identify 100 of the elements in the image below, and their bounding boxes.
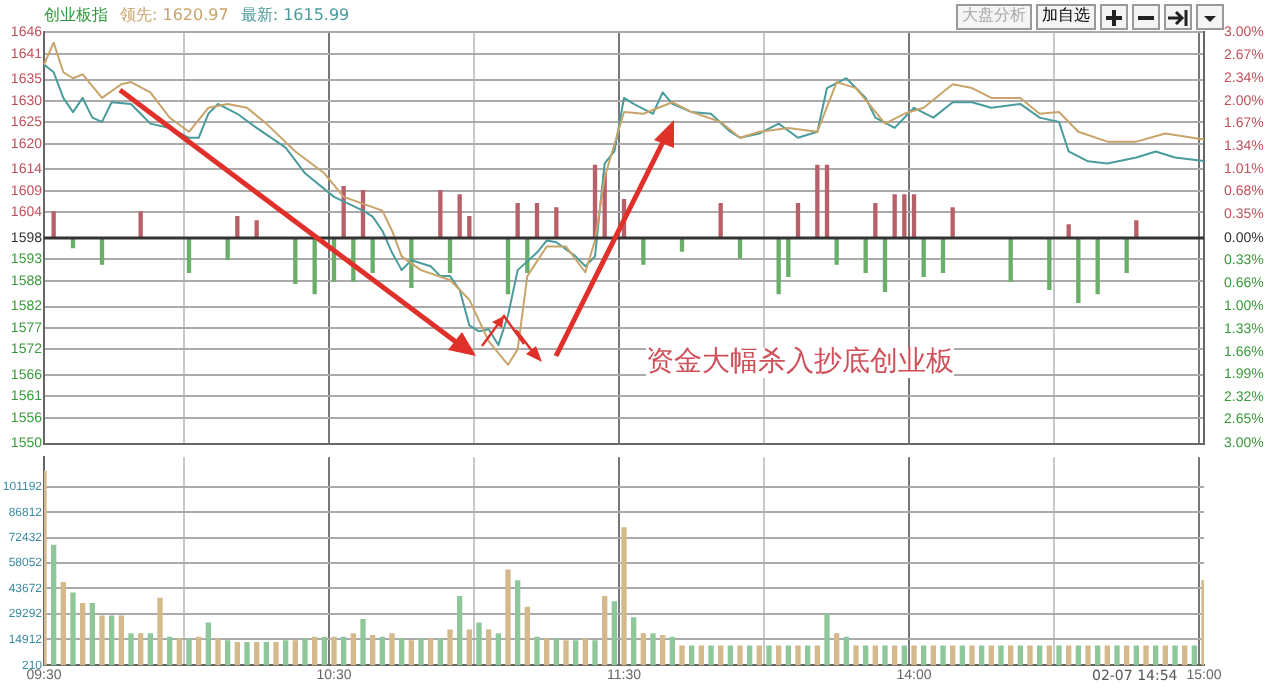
bar bbox=[167, 636, 173, 666]
bar bbox=[1037, 645, 1043, 666]
bar bbox=[872, 645, 878, 666]
bar bbox=[341, 636, 347, 666]
bar bbox=[611, 601, 617, 666]
bar bbox=[544, 638, 550, 666]
text: 最新: 1615.99 bbox=[240, 3, 350, 25]
bar bbox=[834, 633, 840, 666]
bar bbox=[650, 633, 656, 666]
bar bbox=[998, 645, 1004, 666]
bar bbox=[283, 640, 289, 666]
bar bbox=[573, 640, 579, 666]
bar bbox=[940, 645, 946, 666]
bar bbox=[505, 569, 511, 666]
bar bbox=[89, 603, 95, 666]
bar bbox=[843, 636, 849, 666]
bar bbox=[302, 638, 308, 666]
bar bbox=[196, 636, 202, 666]
bar bbox=[70, 592, 76, 666]
bar bbox=[824, 613, 830, 666]
bar bbox=[1191, 645, 1197, 666]
text: 大盘分析 bbox=[956, 4, 1032, 30]
bar bbox=[205, 622, 211, 666]
bar bbox=[708, 645, 714, 666]
bar bbox=[930, 645, 936, 666]
bar bbox=[582, 638, 588, 666]
annotation: 资金大幅杀入抄底创业板 bbox=[646, 348, 954, 378]
bar bbox=[312, 636, 318, 666]
bar bbox=[602, 596, 608, 666]
bar bbox=[824, 164, 830, 239]
bar bbox=[756, 645, 762, 666]
bar bbox=[795, 645, 801, 666]
bar bbox=[524, 606, 530, 666]
bar bbox=[438, 190, 443, 239]
bar bbox=[1104, 645, 1110, 666]
bar bbox=[254, 641, 260, 666]
bar bbox=[1008, 645, 1014, 666]
bar bbox=[553, 638, 559, 666]
bar bbox=[1124, 645, 1130, 666]
bar bbox=[1046, 645, 1052, 666]
bar bbox=[215, 638, 221, 666]
bar bbox=[1056, 645, 1062, 666]
bar bbox=[892, 194, 897, 239]
bar bbox=[737, 645, 743, 666]
bar bbox=[882, 645, 888, 666]
bar bbox=[418, 638, 424, 666]
bar bbox=[698, 645, 704, 666]
bar bbox=[950, 645, 956, 666]
bar bbox=[515, 580, 521, 666]
bar bbox=[669, 636, 675, 666]
bar bbox=[1133, 645, 1139, 666]
bar bbox=[911, 645, 917, 666]
bar bbox=[399, 638, 405, 666]
bar bbox=[592, 640, 598, 666]
bar bbox=[128, 633, 134, 666]
text: 加自选 bbox=[1036, 4, 1096, 30]
bar bbox=[331, 636, 337, 666]
bar bbox=[428, 638, 434, 666]
bar bbox=[988, 645, 994, 666]
bar bbox=[640, 633, 646, 666]
bar bbox=[495, 633, 501, 666]
bar bbox=[679, 645, 685, 666]
bar bbox=[863, 645, 869, 666]
bar bbox=[60, 581, 66, 666]
bar bbox=[766, 645, 772, 666]
bar bbox=[350, 633, 356, 666]
bar bbox=[437, 638, 443, 666]
bar bbox=[176, 638, 182, 666]
bar bbox=[727, 645, 733, 666]
bar bbox=[660, 634, 666, 666]
bar bbox=[379, 636, 385, 666]
bar bbox=[1153, 645, 1159, 666]
bar bbox=[360, 619, 366, 666]
bar bbox=[447, 629, 453, 666]
bar bbox=[902, 194, 907, 239]
bar bbox=[1172, 645, 1178, 666]
bar bbox=[631, 617, 637, 666]
bar bbox=[621, 527, 627, 666]
bar bbox=[389, 633, 395, 666]
bar bbox=[1017, 645, 1023, 666]
bar bbox=[785, 645, 791, 666]
bar bbox=[534, 636, 540, 666]
bar bbox=[776, 645, 782, 666]
bar bbox=[118, 615, 124, 666]
bar bbox=[815, 164, 820, 239]
bar bbox=[1114, 645, 1120, 666]
bar bbox=[466, 629, 472, 666]
bar bbox=[1143, 645, 1149, 666]
bar bbox=[1075, 645, 1081, 666]
bar bbox=[853, 645, 859, 666]
bar bbox=[147, 633, 153, 666]
bar bbox=[109, 615, 115, 666]
bar bbox=[476, 622, 482, 666]
bar bbox=[814, 645, 820, 666]
bar bbox=[718, 645, 724, 666]
bar bbox=[563, 640, 569, 666]
bar bbox=[892, 645, 898, 666]
bar bbox=[1027, 645, 1033, 666]
text: 领先: 1620.97 bbox=[120, 3, 229, 25]
chart-title: 创业板指 bbox=[44, 3, 108, 25]
